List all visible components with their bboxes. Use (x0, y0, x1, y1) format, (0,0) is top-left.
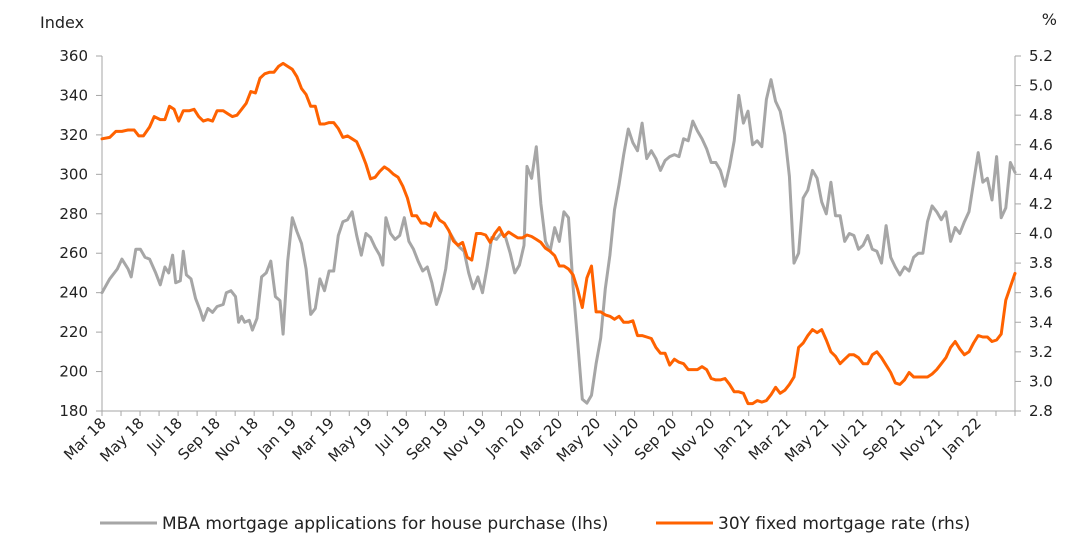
y-left-tick-label: 180 (59, 402, 88, 420)
y-right-tick-label: 3.8 (1029, 254, 1053, 272)
y-axis-left-ticks: 180 200 220 240 260 280 300 320 340 360 (59, 47, 102, 420)
y-right-tick-label: 4.8 (1029, 106, 1053, 124)
y-left-tick-label: 340 (59, 86, 88, 104)
series-line-mba-applications (100, 78, 1017, 405)
y-right-tick-label: 3.0 (1029, 372, 1053, 390)
x-tick-label: Nov 21 (896, 414, 946, 464)
legend-label-30y-mortgage-rate: 30Y fixed mortgage rate (rhs) (718, 514, 970, 534)
y-right-tick-label: 4.2 (1029, 195, 1053, 213)
y-left-tick-label: 280 (59, 205, 88, 223)
y-right-tick-label: 5.2 (1029, 47, 1053, 65)
y-axis-right-ticks: 2.8 3.0 3.2 3.4 3.6 3.8 4.0 4.2 4.4 4.6 4.8 5.0 5.2 (1015, 47, 1053, 420)
y-right-tick-label: 4.4 (1029, 165, 1053, 183)
x-tick-label: Jan 22 (938, 414, 985, 461)
y-left-tick-label: 240 (59, 284, 88, 302)
y-right-tick-label: 4.6 (1029, 136, 1053, 154)
x-tick-label: Nov 18 (212, 414, 262, 464)
legend: MBA mortgage applications for house purc… (100, 514, 970, 534)
y-axis-right-title: % (1042, 10, 1057, 29)
series-line-30y-mortgage-rate (100, 61, 1017, 406)
y-left-tick-label: 300 (59, 165, 88, 183)
y-right-tick-label: 4.0 (1029, 225, 1053, 243)
x-tick-label: Nov 20 (668, 414, 718, 464)
y-left-tick-label: 320 (59, 126, 88, 144)
y-right-tick-label: 2.8 (1029, 402, 1053, 420)
y-right-tick-label: 3.2 (1029, 343, 1053, 361)
y-left-tick-label: 220 (59, 323, 88, 341)
y-left-tick-label: 360 (59, 47, 88, 65)
y-left-tick-label: 260 (59, 244, 88, 262)
legend-label-mba-applications: MBA mortgage applications for house purc… (162, 514, 608, 534)
y-left-tick-label: 200 (59, 363, 88, 381)
y-right-tick-label: 5.0 (1029, 77, 1053, 95)
y-right-tick-label: 3.4 (1029, 313, 1053, 331)
x-tick-label: Nov 19 (440, 414, 490, 464)
y-right-tick-label: 3.6 (1029, 284, 1053, 302)
y-axis-left-title: Index (40, 13, 84, 32)
